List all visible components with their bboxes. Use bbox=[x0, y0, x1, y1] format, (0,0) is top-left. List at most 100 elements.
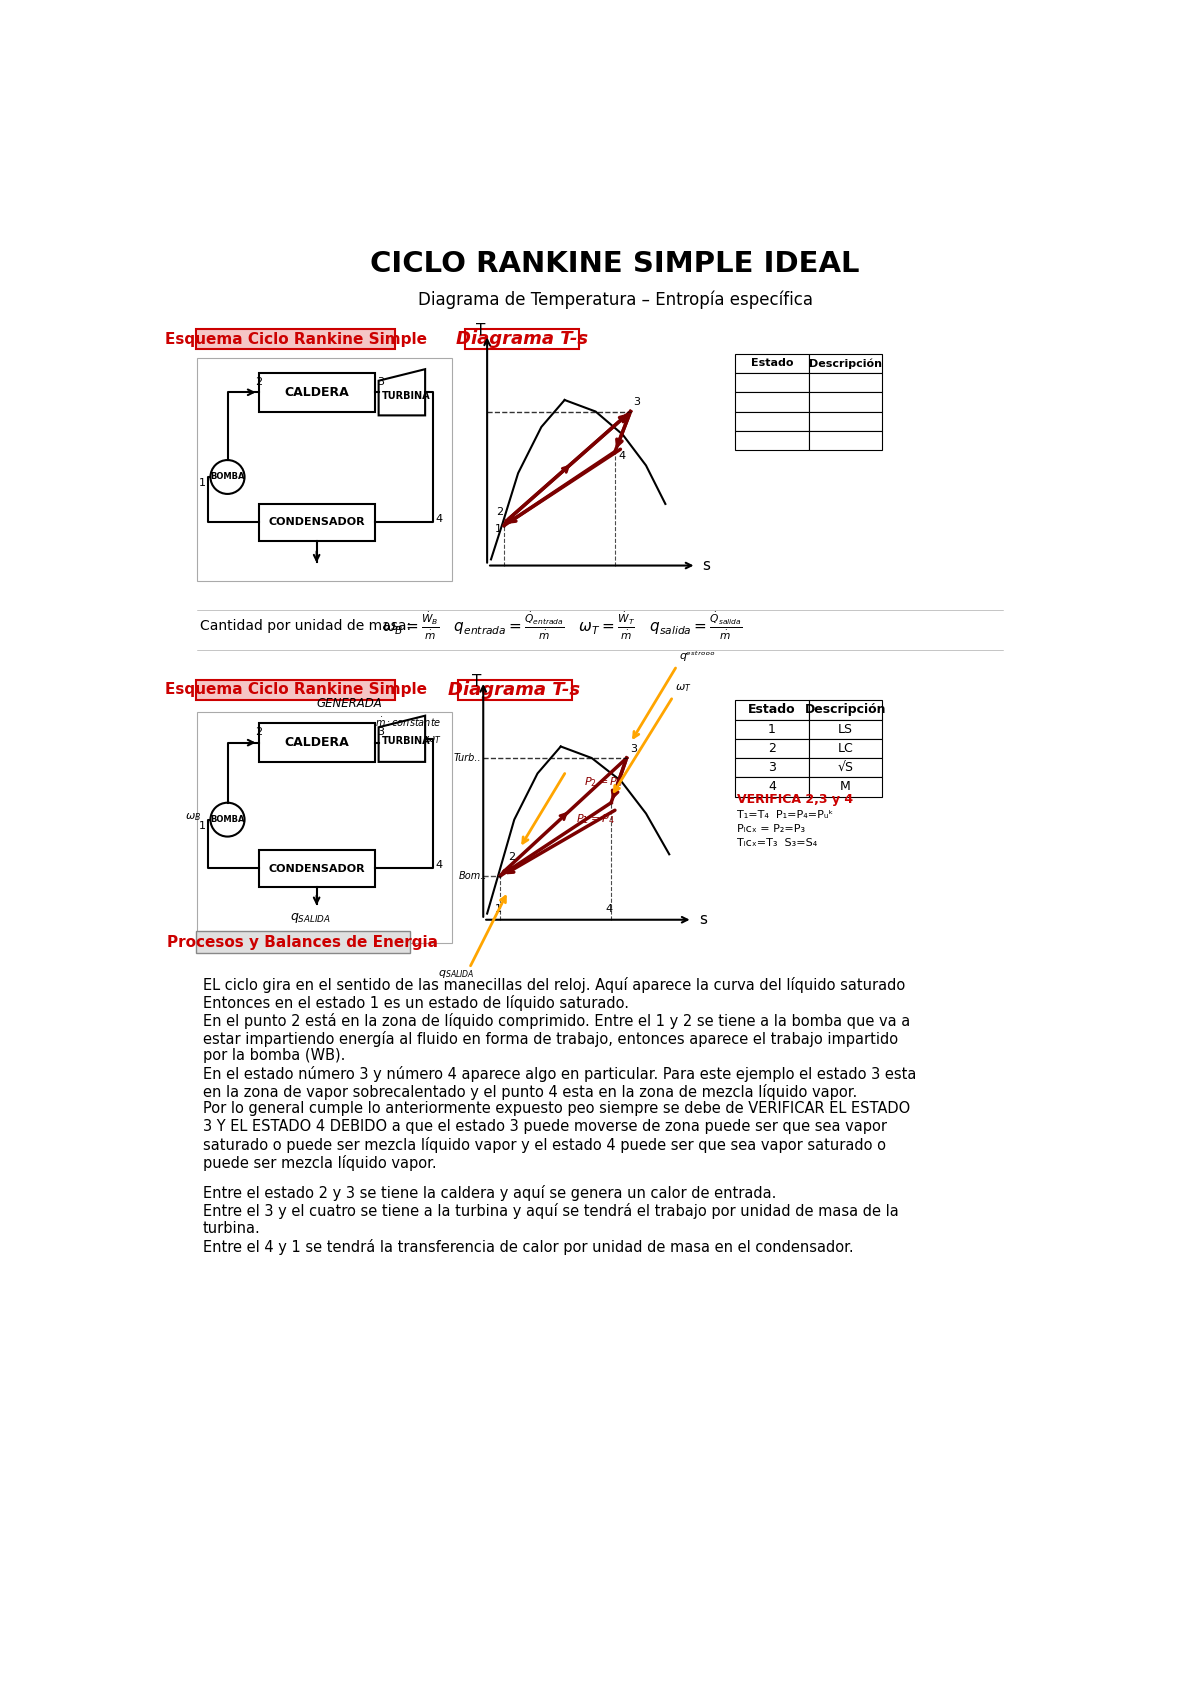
Text: 3 Y EL ESTADO 4 DEBIDO a que el estado 3 puede moverse de zona puede ser que sea: 3 Y EL ESTADO 4 DEBIDO a que el estado 3… bbox=[203, 1118, 887, 1134]
Text: 3: 3 bbox=[377, 377, 384, 387]
Text: Diagrama T-s: Diagrama T-s bbox=[456, 331, 588, 348]
FancyBboxPatch shape bbox=[258, 373, 374, 412]
Text: turbina.: turbina. bbox=[203, 1220, 260, 1235]
Text: √S: √S bbox=[838, 762, 853, 774]
Text: 3: 3 bbox=[768, 762, 776, 774]
FancyBboxPatch shape bbox=[809, 759, 882, 777]
FancyBboxPatch shape bbox=[258, 850, 374, 888]
Text: T: T bbox=[473, 674, 481, 689]
FancyBboxPatch shape bbox=[196, 679, 395, 699]
Text: 1: 1 bbox=[494, 905, 502, 915]
FancyBboxPatch shape bbox=[809, 392, 882, 412]
FancyBboxPatch shape bbox=[197, 711, 452, 944]
FancyBboxPatch shape bbox=[736, 392, 809, 412]
Text: CALDERA: CALDERA bbox=[284, 385, 349, 399]
Text: En el punto 2 está en la zona de líquido comprimido. Entre el 1 y 2 se tiene a l: En el punto 2 está en la zona de líquido… bbox=[203, 1013, 910, 1028]
FancyBboxPatch shape bbox=[736, 720, 809, 738]
Text: Diagrama T-s: Diagrama T-s bbox=[448, 680, 581, 699]
Text: En el estado número 3 y número 4 aparece algo en particular. Para este ejemplo e: En el estado número 3 y número 4 aparece… bbox=[203, 1066, 916, 1083]
Text: Entre el 4 y 1 se tendrá la transferencia de calor por unidad de masa en el cond: Entre el 4 y 1 se tendrá la transferenci… bbox=[203, 1239, 853, 1254]
Text: Pₗᴄₓ = P₂=P₃: Pₗᴄₓ = P₂=P₃ bbox=[738, 825, 805, 833]
Text: $P_2=P_3$: $P_2=P_3$ bbox=[584, 776, 623, 789]
FancyBboxPatch shape bbox=[258, 723, 374, 762]
Text: LS: LS bbox=[838, 723, 853, 736]
Text: BOMBA: BOMBA bbox=[210, 472, 245, 482]
Text: 4: 4 bbox=[605, 905, 612, 915]
Text: CONDENSADOR: CONDENSADOR bbox=[269, 518, 365, 528]
Text: 3: 3 bbox=[377, 726, 384, 736]
FancyBboxPatch shape bbox=[736, 373, 809, 392]
Text: CALDERA: CALDERA bbox=[284, 736, 349, 748]
Text: Estado: Estado bbox=[748, 704, 796, 716]
Text: 4: 4 bbox=[768, 781, 776, 794]
FancyBboxPatch shape bbox=[736, 431, 809, 450]
FancyBboxPatch shape bbox=[809, 777, 882, 796]
Text: Tₗᴄₓ=T₃  S₃=S₄: Tₗᴄₓ=T₃ S₃=S₄ bbox=[738, 838, 817, 848]
Text: Por lo general cumple lo anteriormente expuesto peo siempre se debe de VERIFICAR: Por lo general cumple lo anteriormente e… bbox=[203, 1101, 910, 1117]
Text: LC: LC bbox=[838, 742, 853, 755]
Text: $\omega_B = \frac{\dot{W}_B}{\dot{m}}$   $q_{entrada} = \frac{\dot{Q}_{entrada}}: $\omega_B = \frac{\dot{W}_B}{\dot{m}}$ $… bbox=[383, 609, 743, 641]
FancyBboxPatch shape bbox=[736, 777, 809, 796]
Text: 2: 2 bbox=[768, 742, 776, 755]
Text: $\omega_B$: $\omega_B$ bbox=[185, 811, 202, 823]
Text: $\omega_T$: $\omega_T$ bbox=[674, 682, 691, 694]
Text: $q_{SALIDA}$: $q_{SALIDA}$ bbox=[438, 967, 475, 979]
FancyBboxPatch shape bbox=[809, 431, 882, 450]
Text: 4: 4 bbox=[618, 451, 625, 462]
Text: $q_{SALIDA}$: $q_{SALIDA}$ bbox=[289, 911, 330, 925]
FancyBboxPatch shape bbox=[466, 329, 580, 350]
Text: 1: 1 bbox=[199, 479, 206, 489]
Text: por la bomba (WB).: por la bomba (WB). bbox=[203, 1049, 346, 1064]
Text: 2: 2 bbox=[254, 377, 262, 387]
Text: 4: 4 bbox=[436, 860, 443, 871]
Text: Entre el 3 y el cuatro se tiene a la turbina y aquí se tendrá el trabajo por uni: Entre el 3 y el cuatro se tiene a la tur… bbox=[203, 1203, 899, 1218]
Text: 2: 2 bbox=[254, 726, 262, 736]
Text: en la zona de vapor sobrecalentado y el punto 4 esta en la zona de mezcla líquid: en la zona de vapor sobrecalentado y el … bbox=[203, 1084, 857, 1100]
FancyBboxPatch shape bbox=[196, 932, 410, 952]
FancyBboxPatch shape bbox=[809, 373, 882, 392]
FancyBboxPatch shape bbox=[258, 504, 374, 541]
FancyBboxPatch shape bbox=[736, 759, 809, 777]
FancyBboxPatch shape bbox=[809, 738, 882, 759]
Text: VERIFICA 2,3 y 4: VERIFICA 2,3 y 4 bbox=[738, 792, 853, 806]
Text: 1: 1 bbox=[768, 723, 776, 736]
Text: Turb..: Turb.. bbox=[454, 753, 481, 764]
Text: s: s bbox=[698, 913, 707, 927]
Text: qᵉˢᵗʳᵒᵒᵒ: qᵉˢᵗʳᵒᵒᵒ bbox=[679, 652, 715, 662]
FancyBboxPatch shape bbox=[197, 358, 452, 580]
Text: Esquema Ciclo Rankine Simple: Esquema Ciclo Rankine Simple bbox=[164, 682, 427, 697]
Text: Procesos y Balances de Energia: Procesos y Balances de Energia bbox=[167, 935, 438, 950]
Text: T₁=T₄  P₁=P₄=Pᵤᵏ: T₁=T₄ P₁=P₄=Pᵤᵏ bbox=[738, 809, 834, 820]
Text: 1: 1 bbox=[199, 821, 206, 832]
FancyBboxPatch shape bbox=[736, 353, 809, 373]
Text: s: s bbox=[702, 558, 710, 574]
Text: Estado: Estado bbox=[751, 358, 793, 368]
Text: Descripción: Descripción bbox=[805, 704, 887, 716]
Text: CICLO RANKINE SIMPLE IDEAL: CICLO RANKINE SIMPLE IDEAL bbox=[371, 249, 859, 278]
Text: 3: 3 bbox=[630, 743, 637, 753]
FancyBboxPatch shape bbox=[809, 701, 882, 720]
Text: 4: 4 bbox=[436, 514, 443, 524]
Text: Descripción: Descripción bbox=[809, 358, 882, 368]
Text: puede ser mezcla líquido vapor.: puede ser mezcla líquido vapor. bbox=[203, 1154, 437, 1171]
Text: $\omega_T$: $\omega_T$ bbox=[425, 735, 442, 747]
Text: CONDENSADOR: CONDENSADOR bbox=[269, 864, 365, 874]
FancyBboxPatch shape bbox=[736, 412, 809, 431]
Text: $P_1=P_4$: $P_1=P_4$ bbox=[576, 811, 616, 826]
FancyBboxPatch shape bbox=[809, 720, 882, 738]
Text: TURBINA: TURBINA bbox=[382, 736, 430, 747]
FancyBboxPatch shape bbox=[196, 329, 395, 350]
FancyBboxPatch shape bbox=[809, 353, 882, 373]
Text: Entonces en el estado 1 es un estado de líquido saturado.: Entonces en el estado 1 es un estado de … bbox=[203, 994, 629, 1011]
FancyBboxPatch shape bbox=[809, 412, 882, 431]
Text: 3: 3 bbox=[634, 397, 641, 407]
Text: $\dot{m}:constante$: $\dot{m}:constante$ bbox=[374, 716, 442, 730]
Text: GENERADA: GENERADA bbox=[317, 697, 383, 711]
Text: Bom..: Bom.. bbox=[458, 871, 487, 881]
FancyBboxPatch shape bbox=[736, 701, 809, 720]
Text: saturado o puede ser mezcla líquido vapor y el estado 4 puede ser que sea vapor : saturado o puede ser mezcla líquido vapo… bbox=[203, 1137, 886, 1152]
FancyBboxPatch shape bbox=[457, 679, 571, 699]
Text: Diagrama de Temperatura – Entropía específica: Diagrama de Temperatura – Entropía espec… bbox=[418, 290, 812, 309]
Text: BOMBA: BOMBA bbox=[210, 815, 245, 825]
Text: M: M bbox=[840, 781, 851, 794]
